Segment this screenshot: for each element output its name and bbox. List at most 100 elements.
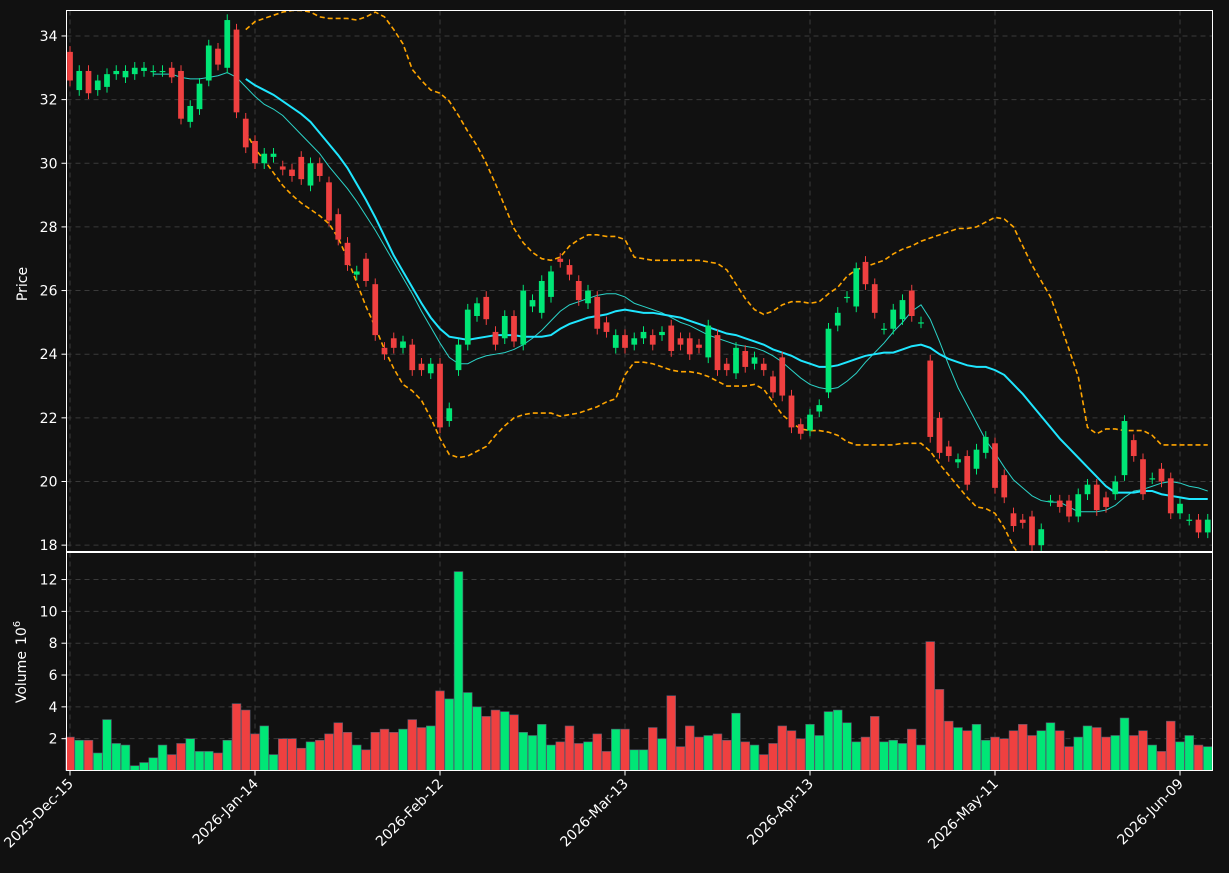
volume-bar [407,719,417,771]
candle-body [1010,513,1017,527]
candle-body [511,316,517,342]
price-grid [66,10,1213,552]
volume-bar [851,741,861,771]
volume-bar [527,735,538,771]
candle-body [307,163,314,186]
candle-body [437,363,443,428]
volume-bar [1073,736,1083,771]
volume-bar [860,736,871,771]
volume-bar [537,724,547,771]
candle-body [242,118,249,148]
volume-bar [962,730,972,771]
candle-body [871,284,878,313]
volume-bar [722,739,732,771]
price-tick-label: 34 [40,29,58,45]
bollinger-lower-line [245,131,1111,552]
candle-body [760,363,767,371]
candle-body [881,328,887,330]
volume-bar [213,752,223,771]
price-panel-frame [66,10,1213,552]
candles [67,14,1211,551]
volume-tick-label: 8 [49,636,58,652]
candle-body [261,153,268,164]
candle-body [668,325,675,352]
candle-body [168,67,175,78]
volume-bar [120,744,131,771]
candle-body [918,322,924,324]
candle-body [1075,494,1082,517]
candle-body [187,105,194,122]
candle-body [899,300,906,320]
candle-body [853,268,860,307]
volume-tick-label: 6 [49,668,58,684]
candle-body [982,436,989,453]
candle-body [159,70,166,73]
volume-bar [194,751,205,771]
volume-bar [259,725,269,771]
candle-body [131,67,138,75]
candle-body [335,214,342,240]
volume-bar [583,741,593,771]
volume-bar [287,738,297,771]
candle-body [113,70,120,75]
candle-body [788,395,795,428]
candle-body [400,341,406,348]
volume-bar [555,741,565,771]
candle-body [67,51,73,81]
volume-bar [592,733,602,771]
volume-bar [1138,730,1148,771]
candle-body [529,300,536,307]
candle-body [594,296,601,329]
volume-bar [629,749,639,771]
volume-bar [435,690,445,771]
candle-body [705,325,712,358]
volume-bar [333,722,343,771]
volume-bar [777,725,787,771]
price-tick-label: 22 [40,411,58,427]
volume-bar [361,749,371,771]
volume-bar [1055,730,1065,771]
volume-bar [453,571,464,771]
volume-bar [823,711,834,771]
candle-body [289,169,295,176]
candle-body [1167,478,1174,514]
candle-body [233,29,240,113]
volume-bar [1027,735,1037,771]
volume-bar [1193,744,1204,771]
candle-body [649,335,656,345]
candle-body [372,284,379,336]
volume-bar [796,738,806,771]
volume-bar [315,739,325,771]
volume-bar [638,749,649,771]
volume-bar [268,754,279,771]
volume-bar [1166,720,1176,771]
volume-bar [981,739,991,771]
candle-body [1177,503,1183,514]
candle-body [141,67,147,71]
volume-bar [934,689,945,771]
candle-body [1158,468,1165,482]
price-tick-label: 26 [40,284,58,300]
candle-body [326,182,332,221]
candle-body [945,446,952,457]
candle-body [733,347,739,374]
volume-bar [111,743,121,771]
bollinger-upper-line [245,10,1208,446]
moving-average-slow-line [245,78,1208,500]
moving-averages [153,72,1208,513]
candle-body [353,271,360,275]
candle-body [205,45,212,81]
candle-body [1084,484,1091,495]
volume-bar [518,732,528,771]
volume-bar [694,736,704,771]
moving-average-fast-line [153,72,1208,513]
candle-body [224,20,231,68]
volume-bar [1184,735,1194,771]
candle-body [94,80,101,91]
volume-tick-label: 4 [49,700,58,716]
volume-bar [731,712,741,771]
candle-body [992,443,998,488]
volume-bar [759,754,769,771]
volume-bar [953,727,963,771]
candle-body [936,417,943,453]
